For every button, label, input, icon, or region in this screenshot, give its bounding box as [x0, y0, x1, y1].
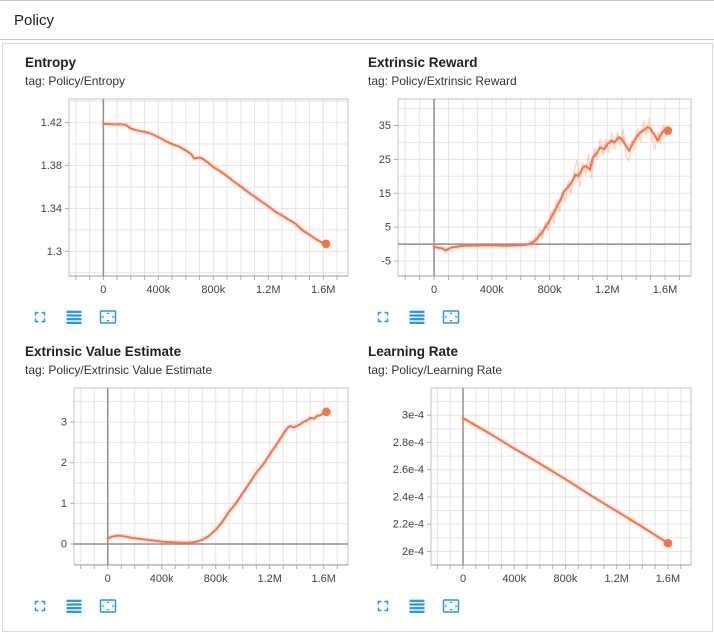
chart-title: Entropy [25, 55, 77, 70]
svg-text:1.6M: 1.6M [656, 573, 680, 585]
fit-domain-icon [99, 599, 117, 613]
runs-selector-icon[interactable] [64, 307, 84, 327]
svg-text:1.2M: 1.2M [256, 284, 280, 296]
svg-text:1: 1 [61, 498, 67, 510]
policy-category-title: Policy [14, 11, 55, 29]
fit-domain-icon[interactable] [98, 307, 118, 327]
chart-tag: tag: Policy/Extrinsic Value Estimate [25, 363, 213, 377]
fit-domain-icon [99, 310, 117, 324]
chart-tag: tag: Policy/Extrinsic Reward [368, 74, 517, 88]
svg-text:15: 15 [379, 188, 391, 200]
scalar-chart-card: Entropy tag: Policy/Entropy 0 400k 800k 1.2… [25, 48, 368, 327]
svg-text:1.38: 1.38 [41, 160, 62, 172]
scalar-chart-card: Extrinsic Value Estimate tag: Policy/Ext… [25, 337, 368, 616]
chart-actions [25, 596, 368, 616]
fullscreen-icon [377, 600, 389, 612]
svg-text:35: 35 [379, 120, 391, 132]
svg-text:400k: 400k [502, 573, 526, 585]
fit-domain-icon [442, 599, 460, 613]
svg-text:2.2e-4: 2.2e-4 [393, 519, 424, 531]
svg-text:400k: 400k [146, 284, 170, 296]
svg-text:800k: 800k [554, 573, 578, 585]
chart-tag: tag: Policy/Learning Rate [368, 363, 503, 377]
chart-tag: tag: Policy/Entropy [25, 74, 126, 88]
runs-selector-icon [409, 599, 425, 613]
svg-text:1.6M: 1.6M [311, 284, 335, 296]
svg-text:1.3: 1.3 [47, 246, 62, 258]
chart-title: Learning Rate [368, 344, 459, 359]
svg-text:2.6e-4: 2.6e-4 [393, 464, 424, 476]
chart-actions [368, 596, 711, 616]
runs-selector-icon[interactable] [64, 596, 84, 616]
svg-text:1.2M: 1.2M [257, 573, 281, 585]
policy-category-header[interactable]: Policy [0, 1, 714, 40]
fullscreen-icon[interactable] [373, 596, 393, 616]
svg-text:2.8e-4: 2.8e-4 [393, 437, 424, 449]
svg-text:3: 3 [61, 417, 67, 429]
svg-text:5: 5 [385, 222, 391, 234]
svg-text:0: 0 [100, 284, 106, 296]
svg-text:25: 25 [379, 154, 391, 166]
runs-selector-icon [66, 599, 82, 613]
svg-text:2: 2 [61, 457, 67, 469]
svg-text:-5: -5 [381, 256, 391, 268]
svg-text:0: 0 [61, 539, 67, 551]
policy-charts-panel: Entropy tag: Policy/Entropy 0 400k 800k 1.2… [2, 43, 713, 632]
runs-selector-icon [409, 310, 425, 324]
fit-domain-icon[interactable] [441, 596, 461, 616]
svg-text:400k: 400k [150, 573, 174, 585]
chart-actions [25, 307, 368, 327]
svg-text:800k: 800k [204, 573, 228, 585]
svg-text:1.6M: 1.6M [653, 284, 677, 296]
line-chart[interactable]: 0 400k 800k 1.2M 1.6M 0 1 2 3 [25, 382, 357, 591]
svg-text:1.42: 1.42 [41, 117, 62, 129]
svg-text:1.6M: 1.6M [311, 573, 335, 585]
charts-grid: Entropy tag: Policy/Entropy 0 400k 800k 1.2… [3, 44, 712, 626]
svg-text:0: 0 [431, 284, 437, 296]
svg-text:800k: 800k [201, 284, 225, 296]
fullscreen-icon [377, 311, 389, 323]
fullscreen-icon[interactable] [30, 596, 50, 616]
fullscreen-icon[interactable] [373, 307, 393, 327]
svg-text:1.2M: 1.2M [595, 284, 619, 296]
fit-domain-icon[interactable] [98, 596, 118, 616]
chart-title: Extrinsic Reward [368, 55, 478, 70]
svg-text:2.4e-4: 2.4e-4 [393, 491, 424, 503]
svg-text:2e-4: 2e-4 [402, 546, 424, 558]
svg-text:800k: 800k [538, 284, 562, 296]
scalar-chart-card: Extrinsic Reward tag: Policy/Extrinsic R… [368, 48, 711, 327]
runs-selector-icon[interactable] [407, 307, 427, 327]
svg-text:0: 0 [105, 573, 111, 585]
chart-actions [368, 307, 711, 327]
line-chart[interactable]: 0 400k 800k 1.2M 1.6M 2e-4 2.2e-4 2.4e-4 2.6e-4 2… [368, 382, 700, 591]
svg-text:400k: 400k [480, 284, 504, 296]
svg-text:1.34: 1.34 [41, 203, 62, 215]
fit-domain-icon[interactable] [441, 307, 461, 327]
svg-text:0: 0 [460, 573, 466, 585]
scalar-chart-card: Learning Rate tag: Policy/Learning Rate … [368, 337, 711, 616]
fit-domain-icon [442, 310, 460, 324]
svg-text:1.2M: 1.2M [604, 573, 628, 585]
fullscreen-icon [34, 311, 46, 323]
line-chart[interactable]: 0 400k 800k 1.2M 1.6M 1.3 1.34 1.38 1.42 [25, 93, 357, 302]
runs-selector-icon [66, 310, 82, 324]
chart-title: Extrinsic Value Estimate [25, 344, 182, 359]
svg-text:3e-4: 3e-4 [402, 410, 424, 422]
line-chart[interactable]: 0 400k 800k 1.2M 1.6M -5 5 15 25 35 [368, 93, 700, 302]
fullscreen-icon [34, 600, 46, 612]
runs-selector-icon[interactable] [407, 596, 427, 616]
fullscreen-icon[interactable] [30, 307, 50, 327]
